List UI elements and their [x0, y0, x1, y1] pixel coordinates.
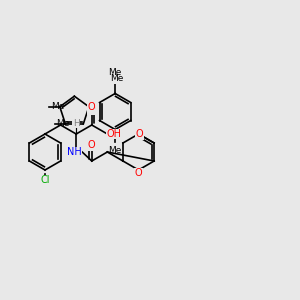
Text: Me: Me — [109, 68, 122, 77]
Text: Cl: Cl — [40, 175, 50, 185]
Text: O: O — [136, 129, 143, 139]
Text: NH: NH — [67, 147, 82, 157]
Text: Me: Me — [110, 74, 124, 83]
Text: Me: Me — [109, 146, 122, 155]
Text: O: O — [87, 102, 95, 112]
Text: OH: OH — [107, 129, 122, 139]
Text: O: O — [88, 140, 96, 150]
Text: H: H — [73, 119, 80, 128]
Text: Me: Me — [57, 119, 70, 128]
Text: O: O — [135, 168, 142, 178]
Text: O: O — [88, 104, 96, 114]
Text: Me: Me — [51, 102, 64, 111]
